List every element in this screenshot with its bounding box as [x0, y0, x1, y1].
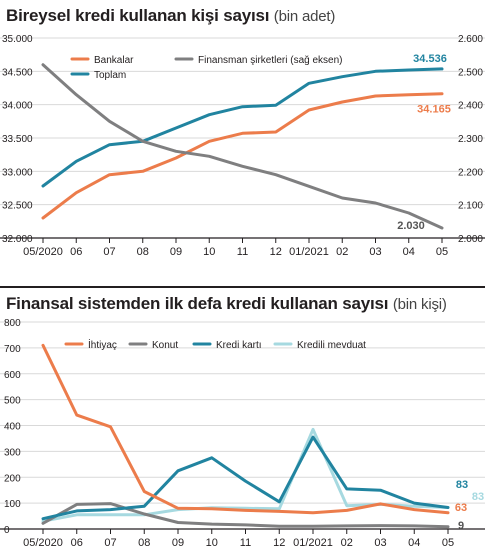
x-tick-label: 10: [203, 246, 215, 258]
x-tick-label: 09: [172, 537, 184, 549]
legend-label-kredili-mevduat: Kredili mevduat: [297, 340, 366, 351]
x-tick-label: 05/2020: [23, 537, 63, 549]
chart-panel-first-time-credit: Finansal sistemden ilk defa kredi kullan…: [0, 286, 485, 556]
x-tick-label: 11: [240, 537, 251, 549]
y-tick-label: 700: [4, 344, 21, 355]
x-tick-label: 12: [273, 537, 285, 549]
y-tick-label-right: 2.200: [458, 167, 483, 178]
x-tick-label: 05: [442, 537, 454, 549]
series-line-ihtiyac: [41, 343, 450, 515]
x-tick-label: 07: [103, 246, 115, 258]
x-tick-label: 02: [341, 537, 353, 549]
data-label: 9: [458, 520, 464, 532]
legend-label-bankalar: Bankalar: [94, 55, 134, 66]
series-line-konut: [41, 502, 450, 529]
y-tick-label: 400: [4, 422, 21, 433]
series-line-bankalar: [41, 92, 444, 220]
legend-label-kredi-karti: Kredi kartı: [216, 340, 262, 351]
chart-unit-text: (bin adet): [273, 8, 336, 25]
series-line-kredi-karti: [41, 435, 450, 521]
x-tick-label: 10: [206, 537, 218, 549]
y-tick-label-right: 2.500: [458, 67, 483, 78]
y-tick-label: 100: [4, 499, 21, 510]
x-tick-label: 04: [408, 537, 420, 549]
chart-unit-text: (bin kişi): [392, 296, 447, 313]
y-tick-label: 300: [4, 447, 21, 458]
data-label: 2.030: [397, 220, 425, 232]
y-tick-label: 500: [4, 396, 21, 407]
x-tick-label: 06: [71, 537, 83, 549]
y-tick-label: 0: [4, 525, 10, 536]
chart-title-first-time-credit: Finansal sistemden ilk defa kredi kullan…: [6, 294, 447, 314]
y-tick-label-left: 34.500: [2, 67, 33, 78]
y-tick-label-left: 34.000: [2, 101, 33, 112]
x-tick-label: 02: [336, 246, 348, 258]
x-tick-label: 03: [369, 246, 381, 258]
chart-title-text: Finansal sistemden ilk defa kredi kullan…: [6, 294, 389, 313]
legend-label-toplam: Toplam: [94, 70, 126, 81]
data-label: 83: [456, 479, 468, 491]
y-tick-label-left: 32.500: [2, 201, 33, 212]
x-tick-label: 06: [70, 246, 82, 258]
y-tick-label: 800: [4, 318, 21, 329]
x-tick-label: 08: [137, 246, 149, 258]
section-divider: [0, 286, 485, 288]
data-label: 34.536: [413, 53, 447, 65]
y-tick-label: 600: [4, 370, 21, 381]
y-tick-label-right: 2.600: [458, 34, 483, 45]
y-tick-label-right: 2.300: [458, 134, 483, 145]
legend-label-konut: Konut: [152, 340, 178, 351]
line-chart-individual-credit: 35.000 34.500 34.000 33.500 33.000 32.500 32.0…: [0, 34, 485, 258]
y-tick-label-left: 33.500: [2, 134, 33, 145]
x-tick-label: 11: [237, 246, 248, 258]
chart-panel-individual-credit: Bireysel kredi kullanan kişi sayısı (bin…: [0, 6, 485, 258]
x-tick-label: 07: [104, 537, 116, 549]
line-chart-first-time-credit: 800 700 600 500 400 300 200 100 0 05/2020 06 07 08 09…: [0, 318, 485, 549]
y-tick-label-right: 2.100: [458, 201, 483, 212]
chart-title-individual-credit: Bireysel kredi kullanan kişi sayısı (bin…: [6, 6, 335, 26]
x-tick-label: 05: [436, 246, 448, 258]
legend-label-finansman-sirketleri-sag-eksen: Finansman şirketleri (sağ eksen): [198, 55, 343, 66]
series-line-finansman-sirketleri-sag-eksen: [41, 63, 444, 230]
series-line-kredili-mevduat: [41, 427, 450, 523]
data-label: 63: [455, 502, 467, 514]
chart-title-text: Bireysel kredi kullanan kişi sayısı: [6, 6, 270, 25]
y-tick-label-right: 2.400: [458, 101, 483, 112]
x-tick-label: 09: [170, 246, 182, 258]
y-tick-label-left: 35.000: [2, 34, 33, 45]
x-tick-label: 01/2021: [289, 246, 329, 258]
x-tick-label: 04: [403, 246, 415, 258]
y-tick-label: 200: [4, 473, 21, 484]
y-tick-label-left: 32.000: [2, 234, 33, 245]
x-tick-label: 03: [374, 537, 386, 549]
y-tick-label-left: 33.000: [2, 167, 33, 178]
x-tick-label: 08: [138, 537, 150, 549]
series-line-toplam: [41, 67, 444, 188]
data-label: 83: [472, 491, 484, 503]
x-tick-label: 12: [270, 246, 282, 258]
y-tick-label-right: 2.000: [458, 234, 483, 245]
data-label: 34.165: [417, 104, 451, 116]
legend-label-ihtiyac: İhtiyaç: [88, 338, 117, 351]
x-tick-label: 05/2020: [23, 246, 63, 258]
x-tick-label: 01/2021: [293, 537, 333, 549]
